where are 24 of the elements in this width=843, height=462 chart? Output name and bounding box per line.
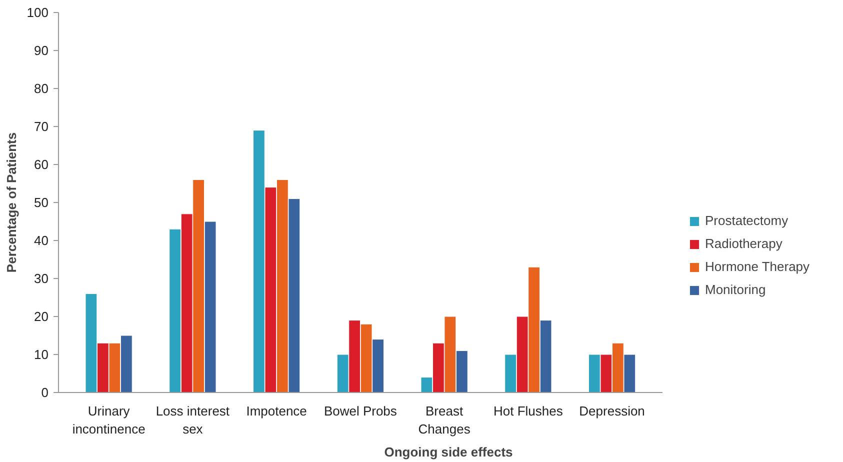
legend-label: Prostatectomy xyxy=(705,213,788,228)
y-tick-label: 50 xyxy=(34,195,49,210)
y-axis-title: Percentage of Patients xyxy=(4,132,19,273)
x-tick-label: Hot Flushes xyxy=(493,404,564,418)
y-tick-label: 40 xyxy=(34,233,49,248)
y-tick-label: 30 xyxy=(34,271,49,286)
x-tick-label: Breast Changes xyxy=(418,404,471,436)
y-tick-label: 80 xyxy=(34,81,49,96)
y-tick-label: 10 xyxy=(34,347,49,362)
y-tick-label: 100 xyxy=(26,5,49,20)
x-tick-label: Loss interest sex xyxy=(156,404,230,436)
x-axis-title: Ongoing side effects xyxy=(384,444,513,460)
x-tick-label: Depression xyxy=(579,404,645,418)
y-tick-label: 90 xyxy=(34,43,49,58)
x-tick-label: Bowel Probs xyxy=(324,404,398,418)
legend-label: Monitoring xyxy=(705,282,766,297)
x-tick-label: Urinary incontinence xyxy=(72,404,146,436)
y-tick-label: 20 xyxy=(34,309,49,324)
y-tick-label: 70 xyxy=(34,119,49,134)
y-tick-label: 0 xyxy=(41,385,49,400)
legend-label: Radiotherapy xyxy=(705,236,782,251)
x-tick-label: Impotence xyxy=(246,404,307,418)
y-tick-label: 60 xyxy=(34,157,49,172)
legend-label: Hormone Therapy xyxy=(705,259,810,274)
